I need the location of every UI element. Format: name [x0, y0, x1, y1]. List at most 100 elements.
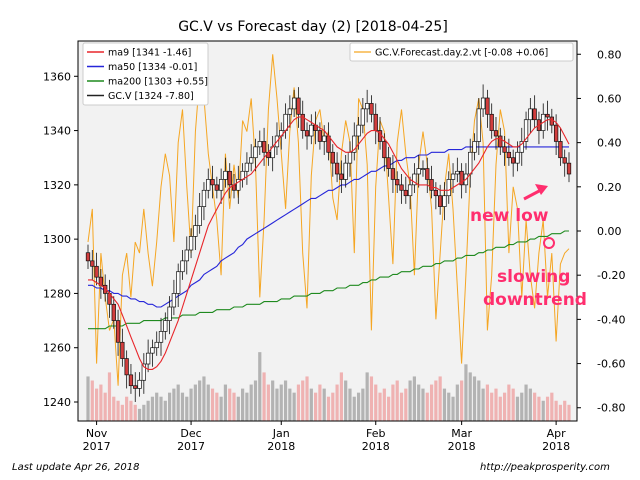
volume-bar	[223, 384, 228, 421]
volume-bar	[365, 372, 369, 421]
candle-body	[369, 103, 374, 115]
candle-body	[403, 189, 408, 197]
volume-bar	[271, 380, 275, 421]
candle-body	[459, 170, 464, 186]
volume-bar	[412, 376, 416, 421]
chart-title: GC.V vs Forecast day (2) [2018-04-25]	[178, 19, 448, 35]
y-right-tick-label: 0.00	[597, 225, 622, 238]
x-tick-label: 2017	[83, 440, 111, 453]
candle-body	[553, 124, 559, 142]
y-right-tick-label: -0.60	[597, 358, 625, 371]
volume-bar	[494, 388, 498, 421]
candle-body	[382, 141, 387, 159]
volume-bar	[90, 380, 94, 421]
candle-body	[291, 97, 297, 110]
volume-bar	[404, 388, 408, 421]
volume-bar	[146, 400, 150, 421]
volume-bar	[481, 388, 485, 421]
candle-body	[365, 103, 370, 110]
candle-body	[197, 206, 202, 226]
candle-body	[171, 293, 177, 308]
x-tick-label: Jan	[272, 427, 290, 440]
volume-bar	[382, 388, 386, 421]
candle-body	[158, 331, 164, 343]
volume-bar	[172, 388, 176, 421]
candle-body	[145, 352, 151, 365]
volume-bar	[314, 392, 318, 421]
volume-bar	[241, 388, 245, 421]
volume-bar	[296, 384, 301, 421]
candle-body	[214, 184, 219, 191]
candle-body	[317, 130, 323, 142]
y-left-tick-label: 1240	[43, 396, 71, 409]
candle-body	[180, 260, 185, 273]
candle-body	[566, 162, 572, 175]
volume-bar	[344, 380, 348, 421]
candle-body	[519, 141, 524, 153]
volume-bar	[472, 376, 477, 421]
annotation-downtrend: downtrend	[483, 290, 587, 310]
volume-bar	[563, 400, 567, 421]
candle-body	[390, 168, 396, 180]
volume-bar	[528, 388, 532, 421]
legend-left: ma9 [1341 -1.46] ma50 [1334 -0.01] ma200 […	[82, 42, 209, 106]
candle-body	[416, 168, 421, 175]
volume-bar	[125, 396, 129, 421]
x-tick-label: Nov	[86, 427, 108, 440]
volume-bar	[180, 392, 185, 421]
volume-bar	[485, 384, 490, 421]
volume-bar	[425, 392, 429, 421]
candle-body	[468, 151, 473, 175]
candle-body	[360, 108, 366, 126]
candle-body	[236, 179, 241, 191]
candle-body	[330, 151, 335, 164]
y-right-tick-label: 0.20	[597, 181, 622, 194]
candle-body	[94, 265, 99, 278]
volume-bar	[442, 388, 447, 421]
candle-body	[425, 168, 430, 180]
y-right-tick-label: -0.80	[597, 402, 625, 415]
candle-body	[193, 225, 198, 237]
volume-bar	[451, 396, 455, 421]
volume-bar	[305, 376, 309, 421]
volume-bar	[545, 396, 550, 421]
volume-bar	[339, 372, 343, 421]
candle-body	[347, 151, 353, 164]
candle-body	[184, 249, 189, 262]
volume-bar	[288, 388, 292, 421]
y-left-tick-label: 1300	[43, 233, 71, 246]
volume-bar	[245, 392, 249, 421]
candle-body	[296, 97, 301, 115]
candle-body	[223, 170, 228, 180]
candle-body	[485, 97, 490, 115]
ma50-line	[88, 146, 569, 308]
y-right-tick-label: 0.80	[597, 48, 622, 61]
candle-body	[322, 135, 327, 142]
volume-bar	[421, 388, 425, 421]
candle-body	[446, 179, 451, 197]
volume-bar	[524, 384, 528, 421]
candle-body	[352, 135, 357, 153]
candle-body	[523, 119, 529, 142]
volume-bar	[477, 380, 481, 421]
volume-bar	[429, 384, 434, 421]
volume-bar	[176, 384, 180, 421]
candle-body	[429, 179, 434, 191]
volume-bar	[507, 384, 511, 421]
candle-body	[85, 252, 91, 262]
candle-body	[489, 113, 494, 131]
candle-body	[150, 347, 155, 354]
volume-bar	[464, 364, 468, 421]
footer-source-url: http://peakprosperity.com	[480, 462, 610, 473]
volume-bar	[511, 388, 515, 421]
volume-bar	[533, 392, 537, 421]
volume-bar	[455, 384, 459, 421]
volume-bar	[189, 388, 193, 421]
x-tick-label: Mar	[451, 427, 472, 440]
x-tick-label: 2018	[448, 440, 476, 453]
volume-bar	[391, 384, 395, 421]
legend-label: ma50 [1334 -0.01]	[108, 62, 197, 73]
candle-body	[498, 135, 503, 148]
candle-body	[287, 108, 292, 115]
volume-bar	[86, 376, 90, 421]
